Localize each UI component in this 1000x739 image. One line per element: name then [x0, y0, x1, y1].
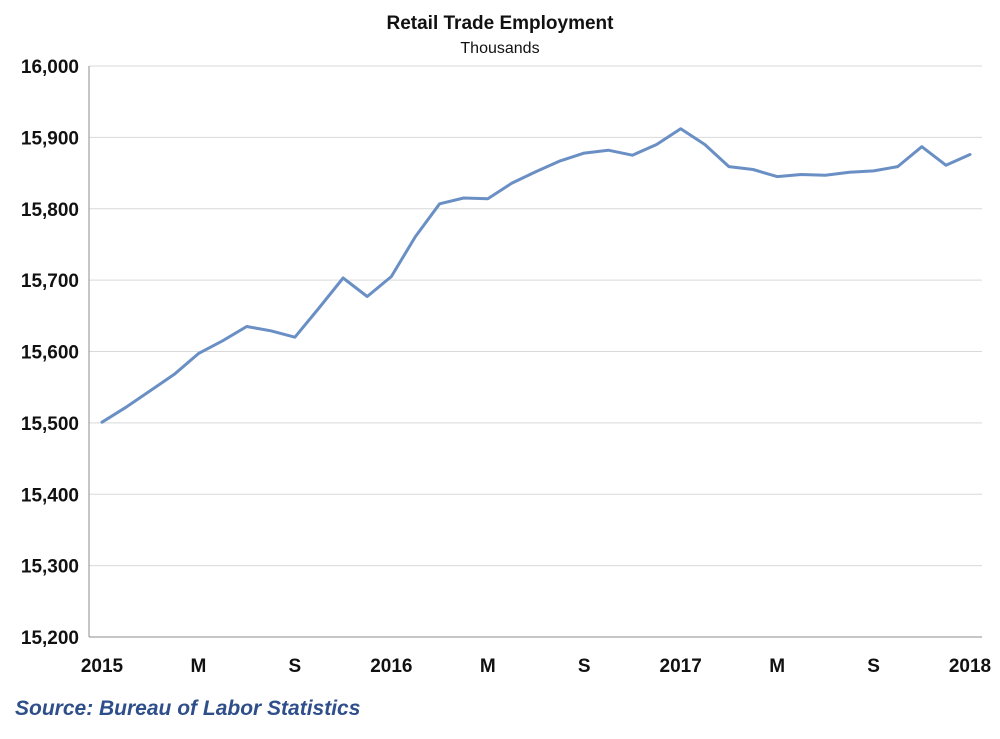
x-tick-label: M [191, 656, 207, 677]
axes [88, 66, 982, 638]
x-tick-label: M [769, 656, 785, 677]
x-tick-label: M [480, 656, 496, 677]
x-tick-label: S [867, 656, 880, 677]
y-tick-label: 15,300 [21, 557, 79, 578]
y-tick-label: 15,500 [21, 414, 79, 435]
gridlines [89, 65, 982, 567]
x-tick-label: 2015 [81, 656, 124, 677]
x-tick-label: 2016 [370, 656, 412, 677]
chart-subtitle: Thousands [460, 40, 540, 57]
y-tick-labels: 15,200 15,300 15,400 15,500 15,600 15,700 15,8… [21, 57, 79, 649]
chart-title: Retail Trade Employment [386, 13, 614, 34]
series-line [100, 127, 972, 424]
y-tick-label: 15,700 [21, 271, 79, 292]
y-tick-label: 15,900 [21, 128, 79, 149]
source-note: Source: Bureau of Labor Statistics [15, 697, 361, 720]
x-tick-label: S [289, 656, 302, 677]
series-layer [100, 127, 972, 424]
x-tick-labels: 2015 M S 2016 M S 2017 M S 2018 [81, 656, 991, 677]
x-tick-label: 2018 [949, 656, 991, 677]
y-tick-label: 16,000 [21, 57, 79, 78]
x-tick-label: 2017 [660, 656, 702, 677]
y-tick-label: 15,800 [21, 200, 79, 221]
y-tick-label: 15,200 [21, 628, 79, 649]
y-tick-label: 15,400 [21, 485, 79, 506]
x-tick-label: S [578, 656, 591, 677]
y-tick-label: 15,600 [21, 343, 79, 364]
